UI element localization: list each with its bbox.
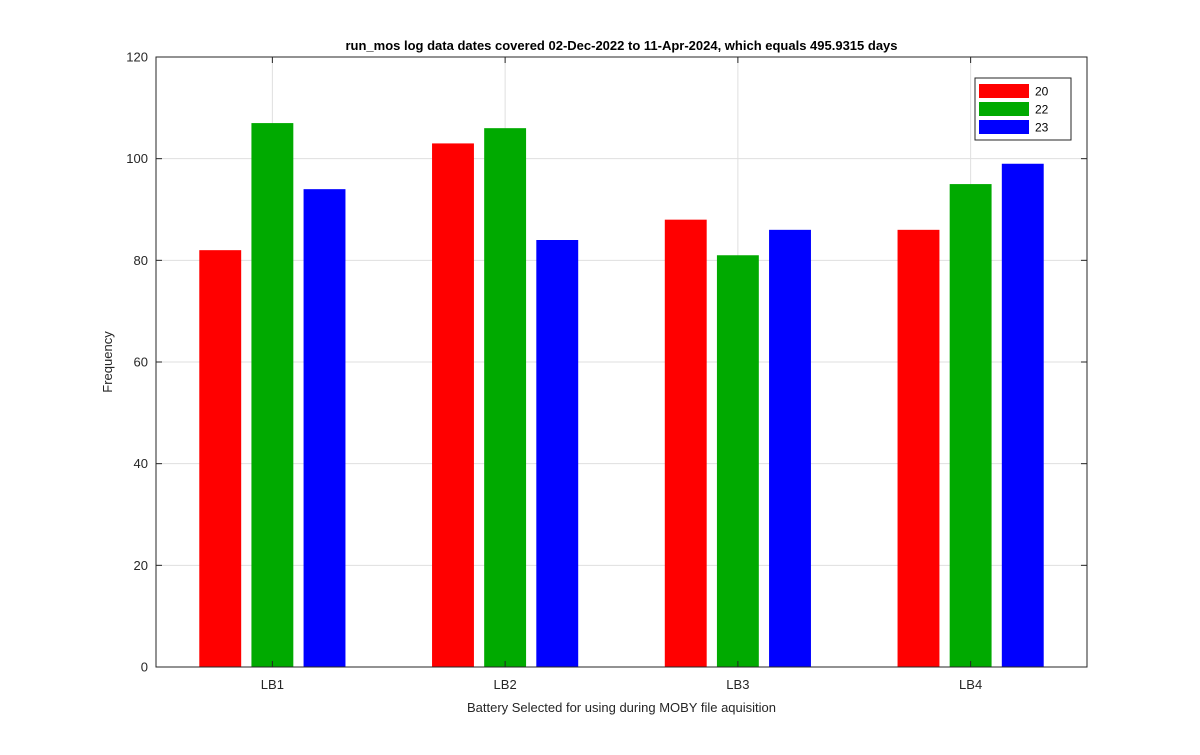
legend-label-22: 22 <box>1035 103 1049 117</box>
y-tick-label-80: 80 <box>134 253 148 268</box>
bar-lb1-series-23 <box>303 189 346 667</box>
bar-lb4-series-23 <box>1001 163 1044 667</box>
bar-lb2-series-20 <box>432 143 474 667</box>
ticks: 0 20 40 60 80 100 120 LB1 LB2 LB3 LB4 <box>126 50 1087 692</box>
x-tick-label-lb2: LB2 <box>494 677 517 692</box>
y-tick-label-120: 120 <box>126 50 148 65</box>
bar-lb1-series-22 <box>251 123 294 668</box>
bar-lb3-series-22 <box>716 255 759 667</box>
x-tick-label-lb1: LB1 <box>261 677 284 692</box>
bars <box>199 123 1044 668</box>
legend: 20 22 23 <box>974 77 1072 141</box>
bar-lb4-series-22 <box>949 184 992 668</box>
bar-lb3-series-23 <box>769 229 811 668</box>
bar-lb3-series-20 <box>664 219 707 667</box>
y-tick-label-20: 20 <box>134 558 148 573</box>
y-tick-label-0: 0 <box>141 660 148 675</box>
chart-title: run_mos log data dates covered 02-Dec-20… <box>345 38 897 53</box>
legend-label-20: 20 <box>1035 85 1049 99</box>
legend-swatch-20 <box>979 84 1029 98</box>
x-tick-label-lb4: LB4 <box>959 677 982 692</box>
legend-swatch-23 <box>979 120 1029 134</box>
y-tick-label-100: 100 <box>126 151 148 166</box>
y-tick-label-40: 40 <box>134 456 148 471</box>
legend-label-23: 23 <box>1035 121 1049 135</box>
legend-swatch-22 <box>979 102 1029 116</box>
x-tick-label-lb3: LB3 <box>726 677 749 692</box>
bar-lb2-series-23 <box>536 240 579 667</box>
bar-lb4-series-20 <box>897 229 940 668</box>
bar-lb2-series-22 <box>484 128 527 667</box>
y-axis-label: Frequency <box>100 331 115 393</box>
bar-lb1-series-20 <box>199 250 242 667</box>
y-tick-label-60: 60 <box>134 355 148 370</box>
x-axis-label: Battery Selected for using during MOBY f… <box>467 700 776 715</box>
